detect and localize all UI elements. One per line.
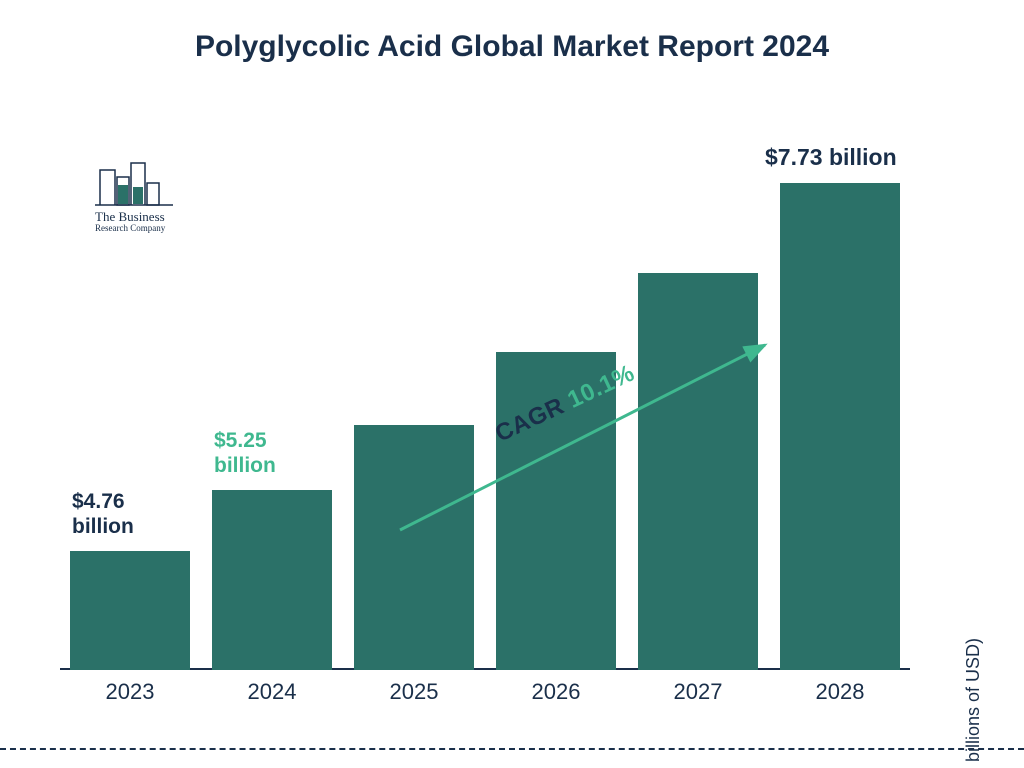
bar — [780, 183, 900, 670]
bars-row: 2023$4.76 billion2024$5.25 billion2025 20… — [70, 150, 900, 670]
bar-group: 2028$7.73 billion — [780, 183, 900, 670]
bar-group: 2025 — [354, 425, 474, 670]
bar-group: 2027 — [638, 273, 758, 670]
x-tick-label: 2028 — [780, 679, 900, 705]
bottom-divider — [0, 748, 1024, 750]
bar-value-label: $5.25 billion — [214, 428, 309, 478]
bar — [70, 551, 190, 670]
x-tick-label: 2023 — [70, 679, 190, 705]
bar-value-label: $4.76 billion — [72, 489, 167, 539]
chart-title: Polyglycolic Acid Global Market Report 2… — [0, 30, 1024, 64]
bar-group: 2024$5.25 billion — [212, 490, 332, 670]
chart-area: 2023$4.76 billion2024$5.25 billion202520… — [70, 140, 900, 710]
chart-container: Polyglycolic Acid Global Market Report 2… — [0, 0, 1024, 768]
bar-group: 2023$4.76 billion — [70, 551, 190, 670]
x-tick-label: 2025 — [354, 679, 474, 705]
bar — [212, 490, 332, 670]
x-tick-label: 2024 — [212, 679, 332, 705]
x-tick-label: 2027 — [638, 679, 758, 705]
x-tick-label: 2026 — [496, 679, 616, 705]
bar-value-label: $7.73 billion — [765, 144, 925, 172]
bar — [638, 273, 758, 670]
bar — [354, 425, 474, 670]
